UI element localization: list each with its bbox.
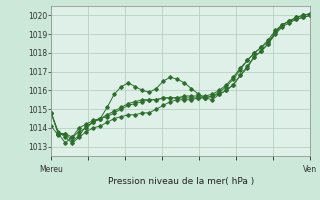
X-axis label: Pression niveau de la mer( hPa ): Pression niveau de la mer( hPa ) <box>108 177 254 186</box>
